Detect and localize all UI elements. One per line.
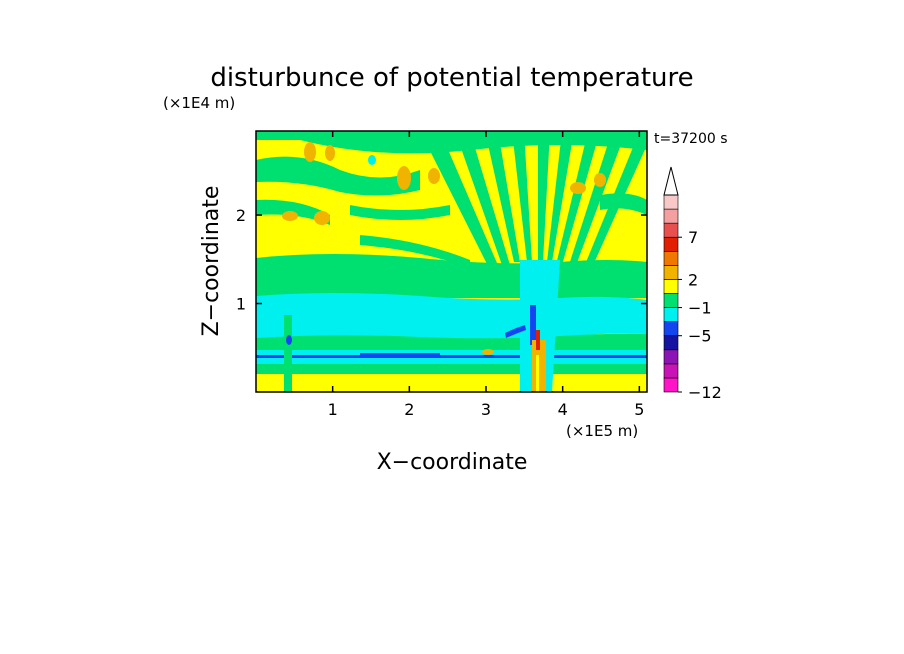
- y-axis: 12: [236, 206, 647, 314]
- colorbar-swatch: [663, 279, 679, 294]
- y-unit-label: (×1E4 m): [163, 94, 235, 112]
- y-axis-label: Z−coordinate: [199, 186, 224, 337]
- x-tick-label: 2: [404, 400, 414, 419]
- x-axis: 1 2 3 4 5: [328, 131, 644, 419]
- colorbar-swatch: [663, 194, 679, 210]
- colorbar: −12−5−127: [663, 166, 722, 402]
- x-unit-label: (×1E5 m): [566, 422, 638, 440]
- colorbar-swatch: [663, 222, 679, 238]
- colorbar-extend-arrow: [663, 166, 679, 196]
- y-tick-label: 2: [236, 206, 246, 225]
- colorbar-swatch: [663, 335, 679, 351]
- chart-title: disturbunce of potential temperature: [210, 63, 693, 93]
- colorbar-swatch: [663, 265, 679, 280]
- x-tick-label: 1: [328, 400, 338, 419]
- plot-area: [256, 131, 647, 392]
- colorbar-swatch: [663, 293, 679, 308]
- colorbar-swatch: [663, 250, 679, 266]
- colorbar-swatch: [663, 349, 679, 365]
- y-tick-label: 1: [236, 295, 246, 314]
- colorbar-label: 7: [688, 228, 698, 247]
- colorbar-swatch: [663, 208, 679, 224]
- x-tick-label: 4: [558, 400, 568, 419]
- x-tick-label: 5: [634, 400, 644, 419]
- colorbar-swatch: [663, 307, 679, 322]
- time-label: t=37200 s: [654, 131, 728, 147]
- x-axis-label: X−coordinate: [377, 450, 528, 475]
- colorbar-swatch: [663, 236, 679, 252]
- plot-frame: [255, 130, 648, 393]
- colorbar-label: −1: [688, 299, 712, 318]
- x-tick-label: 3: [481, 400, 491, 419]
- colorbar-swatch: [663, 321, 679, 337]
- colorbar-swatch: [663, 363, 679, 379]
- colorbar-label: −5: [688, 327, 712, 346]
- colorbar-label: −12: [688, 383, 722, 402]
- colorbar-swatch: [663, 377, 679, 393]
- colorbar-label: 2: [688, 270, 698, 289]
